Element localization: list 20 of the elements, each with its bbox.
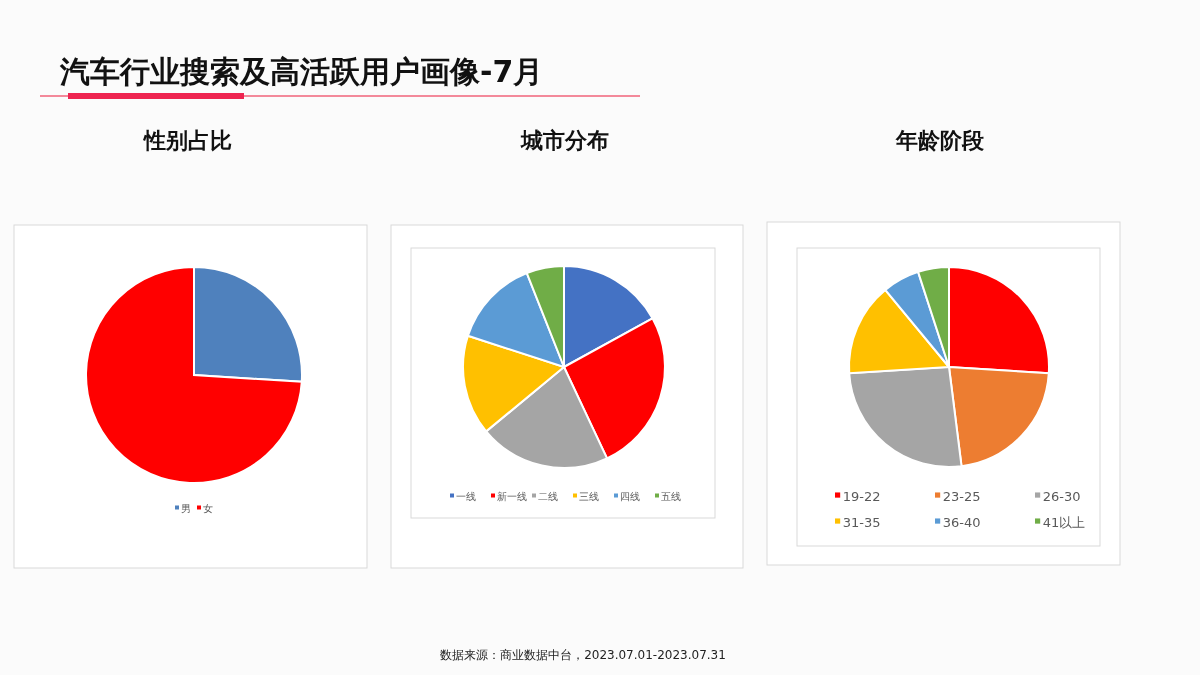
chart-title: 性别占比 [142, 128, 232, 153]
legend-label: 二线 [538, 491, 558, 502]
legend-label: 新一线 [497, 491, 527, 502]
legend-label: 26-30 [1042, 488, 1081, 504]
legend-label: 31-35 [842, 514, 881, 530]
legend-label: 41以上 [1042, 514, 1086, 530]
text: 汽车行业搜索及高活跃用户画像-7月 [59, 54, 544, 89]
legend-label: 一线 [456, 491, 476, 502]
legend-label: 23-25 [942, 488, 981, 504]
chart-title: 城市分布 [520, 128, 609, 153]
chart-title: 年龄阶段 [895, 128, 985, 153]
legend-label: 女 [203, 503, 213, 514]
source-note: 数据来源：商业数据中台，2023.07.01-2023.07.31 [440, 648, 726, 662]
legend-label: 三线 [579, 491, 599, 502]
legend-label: 男 [181, 503, 191, 514]
legend-label: 五线 [661, 491, 681, 502]
legend-label: 36-40 [942, 514, 981, 530]
pie-slice [85, 266, 303, 484]
legend-label: 19-22 [842, 488, 881, 504]
legend-label: 四线 [620, 491, 640, 502]
